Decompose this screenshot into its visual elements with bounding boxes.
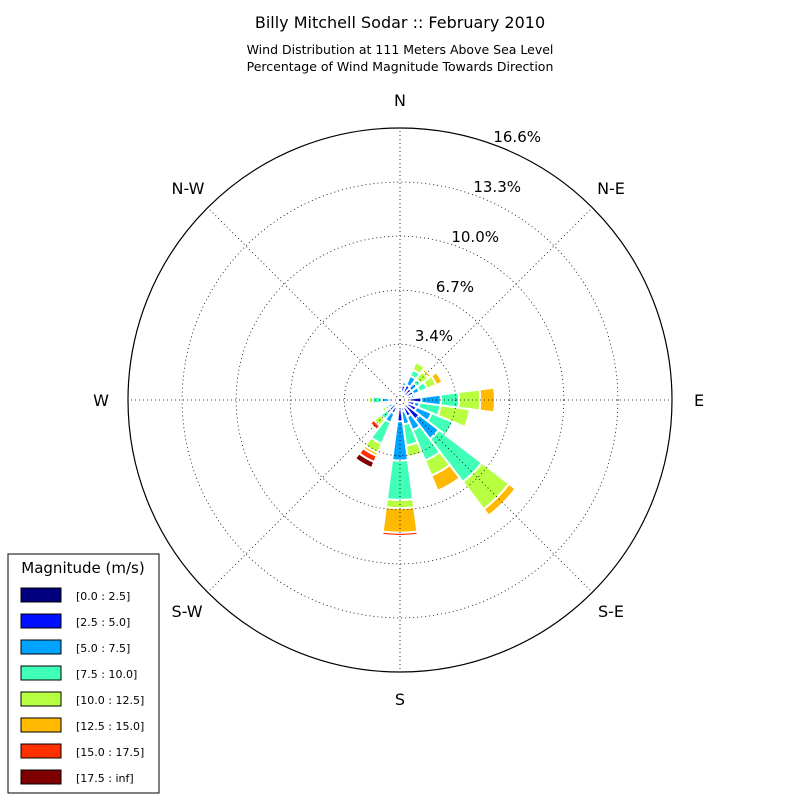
- compass-label-sw: S-W: [171, 602, 202, 621]
- chart-title: Billy Mitchell Sodar :: February 2010: [255, 13, 545, 32]
- legend-label-0: [0.0 : 2.5]: [76, 590, 130, 603]
- compass-label-ne: N-E: [597, 179, 625, 198]
- radial-tick-label-2: 6.7%: [436, 278, 474, 296]
- legend-label-4: [10.0 : 12.5]: [76, 694, 144, 707]
- legend-items: [0.0 : 2.5] [2.5 : 5.0] [5.0 : 7.5] [7.5 : …: [20, 587, 144, 785]
- legend-swatch-3: [20, 665, 62, 681]
- bar-segment-dir150-bin7: [436, 477, 463, 495]
- legend-label-6: [15.0 : 17.5]: [76, 746, 144, 759]
- bar-segment-dir105-bin6: [465, 408, 475, 430]
- legend-label-2: [5.0 : 7.5]: [76, 642, 130, 655]
- compass-label-n: N: [394, 91, 406, 110]
- windrose-bars: [353, 360, 520, 538]
- legend-label-1: [2.5 : 5.0]: [76, 616, 130, 629]
- legend-swatch-2: [20, 639, 62, 655]
- legend-title: Magnitude (m/s): [21, 559, 144, 577]
- legend-label-3: [7.5 : 10.0]: [76, 668, 137, 681]
- legend-swatch-5: [20, 717, 62, 733]
- radial-tick-label-3: 10.0%: [451, 228, 499, 246]
- legend-swatch-4: [20, 691, 62, 707]
- radial-tick-labels: 3.4% 6.7% 10.0% 13.3% 16.6%: [415, 128, 541, 345]
- compass-label-nw: N-W: [172, 179, 205, 198]
- bar-segment-dir270-bin3: [371, 395, 384, 405]
- compass-labels: N N-E E S-E S S-W W N-W: [93, 91, 704, 709]
- compass-label-e: E: [694, 391, 704, 410]
- polar-frame: [127, 127, 673, 673]
- compass-label-se: S-E: [598, 602, 624, 621]
- legend-swatch-7: [20, 769, 62, 785]
- grid-spoke-315: [207, 207, 401, 401]
- grid-circle-2: [289, 289, 511, 511]
- polar-grid: [128, 128, 672, 672]
- chart-subtitle-line-2: Percentage of Wind Magnitude Towards Dir…: [247, 59, 554, 74]
- grid-circle-3: [235, 235, 565, 565]
- grid-spoke-225: [207, 399, 401, 593]
- legend: Magnitude (m/s) [0.0 : 2.5] [2.5 : 5.0] [5…: [7, 553, 160, 794]
- bar-segment-dir180-bin7: [381, 533, 419, 538]
- bar-segment-dir60-bin6: [434, 369, 446, 384]
- bar-segment-dir210-bin7: [353, 451, 376, 470]
- bar-segment-dir225-bin6: [368, 418, 382, 432]
- compass-label-w: W: [93, 391, 109, 410]
- compass-label-s: S: [395, 690, 405, 709]
- bar-segment-dir135-bin7: [488, 488, 520, 520]
- grid-circle-1: [343, 343, 457, 457]
- bar-segment-dir300-bin3: [388, 391, 394, 398]
- legend-label-7: [17.5 : inf]: [76, 772, 134, 785]
- radial-tick-label-5: 16.6%: [493, 128, 541, 146]
- legend-label-5: [12.5 : 15.0]: [76, 720, 144, 733]
- bar-segment-dir240-bin4: [380, 404, 389, 414]
- legend-swatch-6: [20, 743, 62, 759]
- radial-tick-label-4: 13.3%: [473, 178, 521, 196]
- legend-swatch-1: [20, 613, 62, 629]
- radial-tick-label-1: 3.4%: [415, 327, 453, 345]
- legend-swatch-0: [20, 587, 62, 603]
- chart-subtitle-line-1: Wind Distribution at 111 Meters Above Se…: [247, 42, 554, 57]
- bar-segment-dir270-bin5: [366, 394, 371, 406]
- bar-segment-dir90-bin7: [494, 386, 499, 414]
- bar-segment-dir345-bin1: [394, 389, 401, 394]
- grid-circle-4: [181, 181, 619, 619]
